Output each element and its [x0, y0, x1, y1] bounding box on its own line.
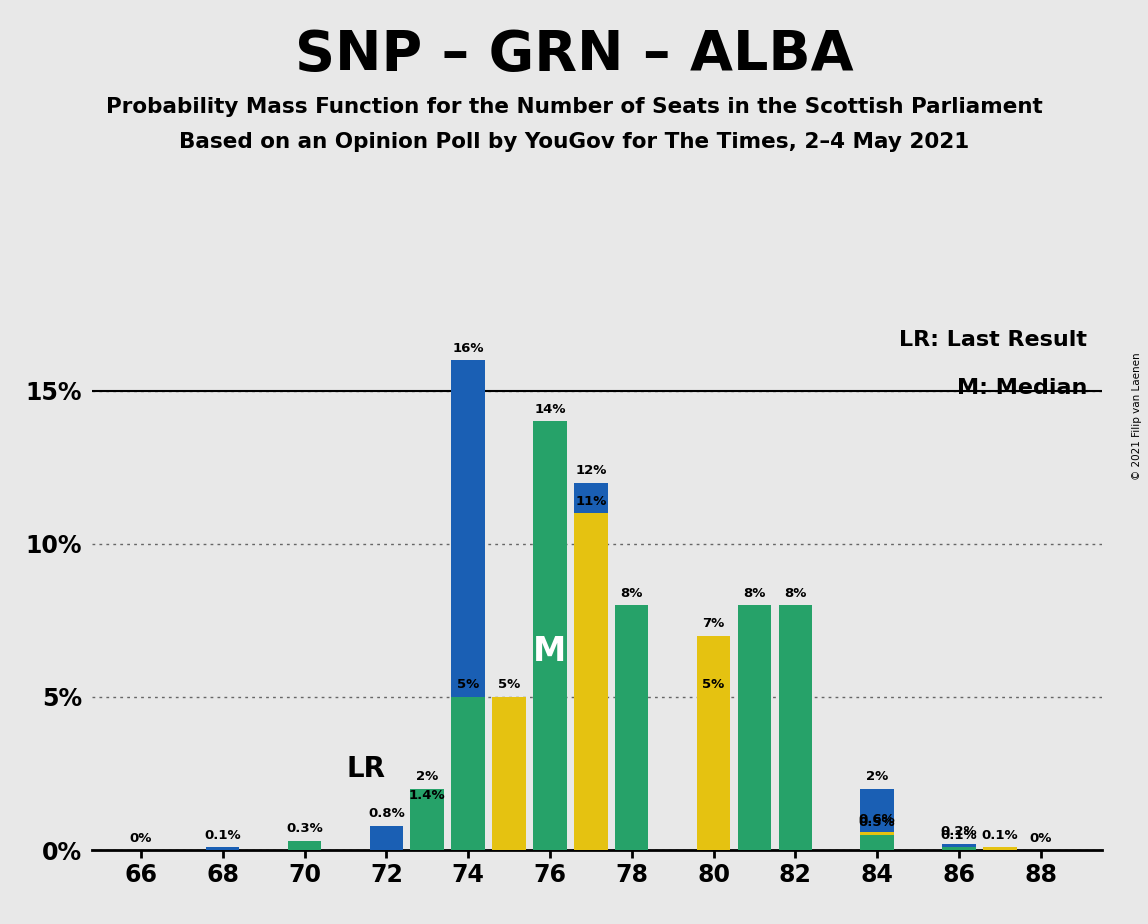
Bar [697, 697, 730, 850]
Text: 12%: 12% [575, 464, 606, 477]
Text: 5%: 5% [457, 678, 479, 691]
Bar [860, 789, 894, 850]
Text: 1.4%: 1.4% [409, 789, 445, 802]
Text: 14%: 14% [534, 403, 566, 416]
Text: 8%: 8% [784, 587, 807, 600]
Text: 0.2%: 0.2% [940, 825, 977, 838]
Bar [492, 697, 526, 850]
Text: 0.5%: 0.5% [859, 816, 895, 829]
Text: Based on an Opinion Poll by YouGov for The Times, 2–4 May 2021: Based on an Opinion Poll by YouGov for T… [179, 132, 969, 152]
Bar [860, 832, 894, 850]
Text: LR: Last Result: LR: Last Result [899, 330, 1087, 350]
Text: 2%: 2% [866, 771, 889, 784]
Bar [370, 825, 403, 850]
Bar [943, 847, 976, 850]
Bar [697, 636, 730, 850]
Bar [411, 808, 444, 850]
Text: 2%: 2% [416, 771, 439, 784]
Text: 0%: 0% [1030, 832, 1052, 845]
Bar [574, 482, 607, 850]
Text: 0.8%: 0.8% [369, 807, 405, 821]
Bar [205, 847, 240, 850]
Bar [574, 513, 607, 850]
Text: 11%: 11% [575, 494, 606, 507]
Text: 7%: 7% [703, 617, 724, 630]
Text: LR: LR [347, 755, 386, 783]
Bar [860, 834, 894, 850]
Text: M: Median: M: Median [956, 379, 1087, 398]
Text: 0.6%: 0.6% [859, 813, 895, 826]
Text: M: M [534, 635, 567, 667]
Bar [983, 847, 1017, 850]
Text: 8%: 8% [743, 587, 766, 600]
Bar [533, 421, 567, 850]
Bar [451, 360, 484, 850]
Text: 0.1%: 0.1% [940, 829, 977, 842]
Text: 5%: 5% [498, 678, 520, 691]
Text: 0.1%: 0.1% [204, 829, 241, 842]
Text: SNP – GRN – ALBA: SNP – GRN – ALBA [295, 28, 853, 81]
Text: 16%: 16% [452, 342, 483, 355]
Text: 0%: 0% [130, 832, 152, 845]
Bar [288, 841, 321, 850]
Text: 5%: 5% [703, 678, 724, 691]
Bar [451, 697, 484, 850]
Bar [943, 844, 976, 850]
Text: 0.3%: 0.3% [286, 822, 323, 835]
Text: © 2021 Filip van Laenen: © 2021 Filip van Laenen [1132, 352, 1142, 480]
Text: Probability Mass Function for the Number of Seats in the Scottish Parliament: Probability Mass Function for the Number… [106, 97, 1042, 117]
Bar [411, 789, 444, 850]
Bar [778, 605, 812, 850]
Text: 0.1%: 0.1% [982, 829, 1018, 842]
Text: 8%: 8% [621, 587, 643, 600]
Bar [738, 605, 771, 850]
Bar [615, 605, 649, 850]
